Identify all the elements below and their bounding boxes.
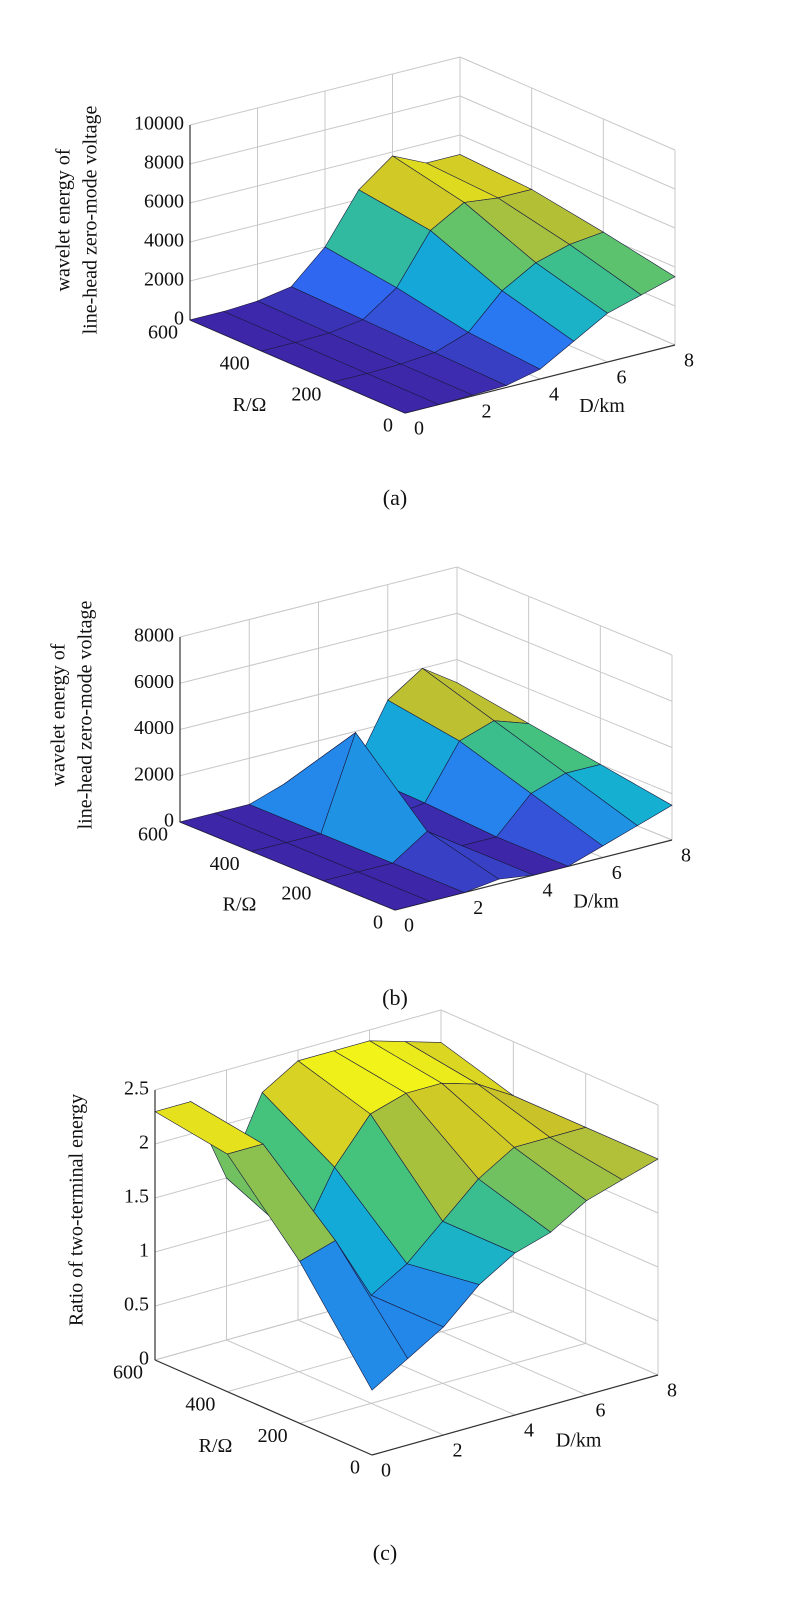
z-tick-label: 2000 (144, 269, 184, 291)
y-axis-label: R/Ω (223, 894, 257, 916)
caption: (b) (382, 985, 408, 1010)
y-tick-label: 0 (350, 1457, 360, 1479)
grid-line (456, 566, 673, 656)
x-tick-label: 0 (381, 1460, 391, 1482)
caption: (a) (383, 485, 407, 510)
z-tick-label: 2000 (134, 763, 174, 785)
z-tick-label: 0 (174, 308, 184, 330)
z-axis-label: line-head zero-mode voltage (75, 600, 97, 829)
z-tick-label: 2.5 (124, 1078, 149, 1100)
z-tick-label: 0 (164, 810, 174, 832)
x-axis-label: D/km (573, 891, 619, 913)
grid-line (299, 1342, 586, 1424)
grid-line (456, 659, 673, 748)
surface-cell (322, 871, 431, 911)
y-tick-label: 600 (148, 322, 178, 344)
grid-line (459, 56, 676, 151)
grid-line (297, 1319, 516, 1416)
surface-cell (154, 1101, 264, 1155)
x-tick-label: 6 (612, 862, 622, 884)
x-tick-label: 4 (549, 384, 559, 406)
z-tick-label: 6000 (134, 671, 174, 693)
z-tick-label: 0 (139, 1348, 149, 1370)
caption: (c) (373, 1540, 397, 1565)
y-axis-label: R/Ω (199, 1435, 233, 1457)
z-tick-label: 1 (139, 1240, 149, 1262)
x-tick-label: 2 (453, 1440, 463, 1462)
axis-line (404, 344, 676, 414)
z-tick-label: 0.5 (124, 1294, 149, 1316)
x-tick-label: 8 (667, 1380, 677, 1402)
z-tick-label: 10000 (134, 113, 184, 135)
grid-line (459, 95, 676, 190)
y-tick-label: 400 (220, 353, 250, 375)
x-tick-label: 8 (684, 350, 694, 372)
y-axis-label: R/Ω (233, 394, 267, 416)
y-tick-label: 400 (210, 853, 240, 875)
x-tick-label: 0 (404, 915, 414, 937)
y-tick-label: 600 (138, 824, 168, 846)
x-tick-label: 2 (473, 897, 483, 919)
y-tick-label: 200 (291, 384, 321, 406)
z-tick-label: 8000 (144, 152, 184, 174)
y-tick-label: 200 (281, 882, 311, 904)
x-tick-label: 0 (414, 418, 424, 440)
z-tick-label: 8000 (134, 625, 174, 647)
z-tick-label: 4000 (144, 230, 184, 252)
x-tick-label: 2 (482, 401, 492, 423)
x-tick-label: 8 (681, 845, 691, 867)
y-tick-label: 600 (113, 1362, 143, 1384)
y-tick-label: 0 (373, 912, 383, 934)
z-tick-label: 6000 (144, 191, 184, 213)
x-tick-label: 6 (596, 1400, 606, 1422)
z-axis-label: Ratio of two-terminal energy (66, 1094, 88, 1326)
x-tick-label: 6 (617, 367, 627, 389)
surface-cell (332, 373, 440, 414)
x-tick-label: 4 (524, 1420, 534, 1442)
grid-line (440, 1009, 659, 1106)
y-tick-label: 200 (258, 1425, 288, 1447)
x-axis-label: D/km (556, 1430, 602, 1452)
grid-line (226, 1339, 444, 1436)
axis-line (154, 1359, 373, 1456)
grid-line (456, 612, 673, 702)
z-tick-label: 2 (139, 1132, 149, 1154)
x-tick-label: 4 (543, 880, 553, 902)
z-tick-label: 1.5 (124, 1186, 149, 1208)
axis-line (371, 1374, 659, 1456)
grid-line (459, 134, 676, 229)
z-tick-label: 4000 (134, 717, 174, 739)
z-axis-label: wavelet energy of (48, 643, 70, 786)
z-axis-label: line-head zero-mode voltage (80, 105, 102, 334)
surface-cell (299, 1240, 409, 1391)
y-tick-label: 400 (185, 1393, 215, 1415)
grid-line (440, 1279, 659, 1376)
y-tick-label: 0 (383, 415, 393, 437)
z-axis-label: wavelet energy of (53, 148, 75, 291)
x-axis-label: D/km (579, 395, 625, 417)
